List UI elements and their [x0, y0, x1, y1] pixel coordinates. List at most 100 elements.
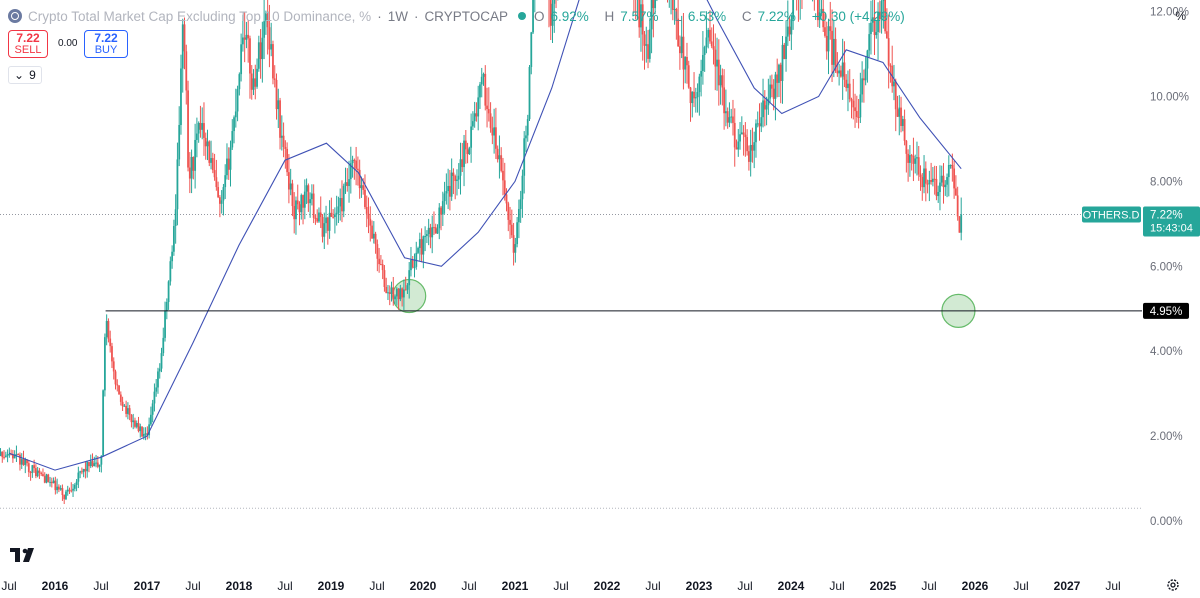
- interval-label[interactable]: 1W: [387, 8, 408, 24]
- candle-body: [66, 489, 69, 492]
- candle-body: [450, 172, 453, 197]
- candle-body: [848, 83, 851, 100]
- candle-body: [482, 73, 485, 77]
- candle-body: [884, 0, 887, 32]
- candle-body: [930, 180, 933, 182]
- candle-body: [98, 464, 101, 467]
- sep-dot: ·: [377, 8, 382, 24]
- candle-body: [744, 134, 747, 138]
- candle-body: [22, 459, 25, 465]
- candle-body: [953, 168, 956, 189]
- candle-body: [816, 0, 819, 21]
- candle-body: [686, 56, 688, 66]
- candle-body: [157, 371, 159, 388]
- candle-body: [783, 44, 786, 60]
- candle-body: [640, 4, 642, 28]
- candle-body: [907, 153, 910, 163]
- candle-body: [399, 288, 402, 300]
- candle-body: [226, 158, 228, 176]
- x-tick-label: 2027: [1054, 579, 1081, 593]
- candle-body: [402, 289, 405, 298]
- candle-body: [238, 74, 241, 90]
- candle-body: [351, 159, 354, 164]
- candle-body: [507, 203, 510, 220]
- candle-body: [671, 0, 674, 10]
- candle-body: [364, 189, 366, 207]
- candle-body: [447, 185, 450, 192]
- candle-body: [390, 287, 393, 294]
- candle-body: [694, 97, 697, 99]
- candle-body: [703, 47, 706, 55]
- sell-button[interactable]: 7.22 SELL: [8, 30, 48, 58]
- x-tick-label: Jul: [277, 579, 292, 593]
- x-tick-label: Jul: [737, 579, 752, 593]
- candle-body: [112, 361, 115, 372]
- candle-body: [825, 35, 828, 52]
- candle-body: [737, 141, 740, 150]
- candle-body: [873, 17, 876, 36]
- candle-body: [707, 29, 710, 38]
- candle-body: [772, 88, 775, 99]
- candle-body: [114, 371, 117, 385]
- candle-body: [742, 132, 745, 135]
- candle-body: [319, 212, 322, 218]
- chevron-down-icon: ⌄: [14, 68, 25, 82]
- candle-body: [517, 208, 520, 223]
- candle-body: [887, 38, 890, 66]
- candle-body: [229, 147, 232, 170]
- candle-body: [903, 119, 906, 141]
- candle-body: [733, 122, 736, 148]
- candle-body: [213, 170, 216, 178]
- candle-body: [730, 116, 733, 118]
- candle-body: [464, 140, 467, 150]
- gear-icon[interactable]: [1166, 578, 1180, 592]
- candle-body: [905, 140, 908, 154]
- candle-body: [792, 0, 795, 20]
- candle-body: [194, 139, 197, 171]
- candle-body: [491, 128, 494, 136]
- candle-body: [224, 175, 227, 188]
- candle-body: [923, 168, 925, 188]
- candle-body: [459, 159, 462, 176]
- x-tick-label: Jul: [645, 579, 660, 593]
- symbol-title[interactable]: Crypto Total Market Cap Excluding Top 10…: [28, 8, 372, 24]
- candle-body: [252, 78, 255, 90]
- candle-body: [758, 123, 761, 127]
- candle-body: [900, 107, 902, 126]
- candle-body: [42, 474, 44, 477]
- candle-body: [293, 206, 296, 220]
- x-tick-label: Jul: [93, 579, 108, 593]
- candle-body: [307, 185, 310, 204]
- buy-button[interactable]: 7.22 BUY: [84, 30, 128, 58]
- candle-body: [747, 151, 750, 162]
- candle-body: [871, 17, 874, 23]
- candle-body: [790, 19, 793, 35]
- candle-body: [40, 472, 43, 475]
- candle-body: [928, 180, 931, 185]
- candle-body: [406, 285, 409, 290]
- candle-body: [471, 121, 474, 127]
- candle-body: [151, 403, 154, 415]
- candle-body: [277, 100, 280, 110]
- candle-body: [445, 191, 448, 194]
- candle-body: [61, 488, 64, 496]
- y-tick-label: 0.00%: [1150, 516, 1183, 528]
- candle-body: [461, 159, 464, 168]
- candle-body: [958, 216, 961, 233]
- candle-body: [203, 123, 205, 138]
- candle-body: [841, 62, 844, 77]
- candle-body: [188, 167, 191, 179]
- high-value: 7.57%: [620, 8, 659, 24]
- candle-body: [429, 227, 432, 238]
- candle-body: [310, 193, 313, 200]
- candle-body: [691, 91, 694, 104]
- candle-body: [358, 169, 361, 189]
- candle-body: [912, 155, 915, 164]
- candle-body: [111, 346, 113, 362]
- indicator-toggle[interactable]: ⌄ 9: [8, 66, 42, 84]
- candle-body: [337, 206, 340, 213]
- candle-body: [75, 481, 78, 485]
- axis-unit-label[interactable]: %: [1175, 9, 1186, 23]
- tradingview-logo-icon[interactable]: [10, 548, 40, 562]
